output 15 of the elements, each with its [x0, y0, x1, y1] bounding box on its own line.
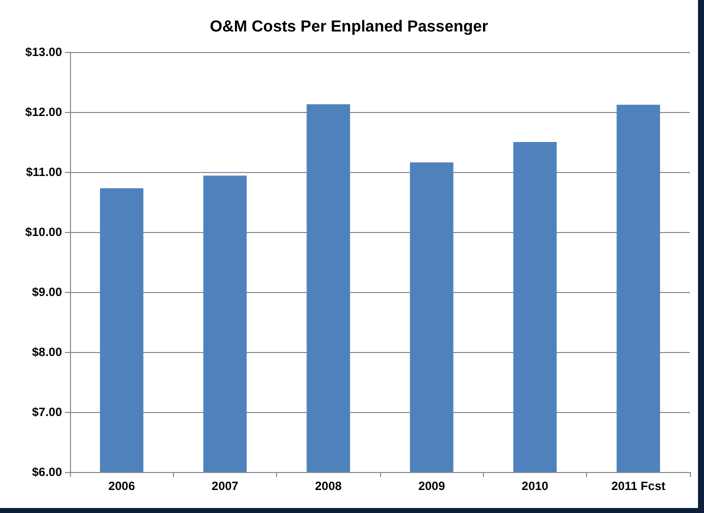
y-tick-label: $11.00	[26, 165, 62, 179]
x-tick-label: 2006	[108, 479, 136, 493]
x-tick-label: 2011 Fcst	[611, 479, 666, 493]
y-tick-label: $13.00	[25, 45, 62, 59]
y-tick-label: $9.00	[32, 285, 62, 299]
y-tick-label: $8.00	[32, 345, 62, 359]
x-tick-label: 2008	[314, 479, 342, 493]
x-tick-label: 2009	[418, 479, 446, 493]
y-tick-label: $12.00	[25, 105, 62, 119]
x-tick-label: 2007	[212, 479, 239, 493]
y-tick-label: $7.00	[32, 405, 62, 419]
x-tick-label: 2010	[522, 479, 549, 493]
chart-title: O&M Costs Per Enplaned Passenger	[210, 18, 488, 36]
y-tick-label: $6.00	[32, 465, 62, 479]
y-tick-label: $10.00	[25, 225, 62, 239]
